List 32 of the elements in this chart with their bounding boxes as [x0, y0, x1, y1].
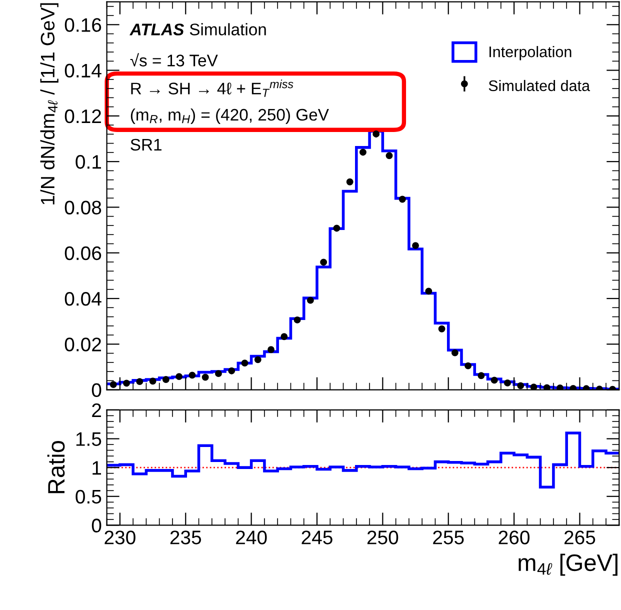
annotation: ATLAS Simulation	[130, 23, 266, 36]
y-tick-label: 0.02	[64, 338, 101, 352]
y-tick-label: 0.12	[64, 109, 101, 124]
y-tick-label: 0.04	[64, 292, 102, 306]
y-tick-label: 0.06	[64, 246, 102, 260]
y-axis-title: 1/N dN/dm$_{4ℓ}$ / [1/1 GeV]	[40, 3, 58, 204]
annotation: √s = 13 TeV	[130, 53, 218, 66]
y-tick-label: 0	[92, 383, 102, 398]
x-tick-label: 250	[367, 530, 398, 544]
x-tick-label: 240	[236, 530, 267, 544]
y-tick-label: 0.14	[64, 64, 102, 78]
y-tick-label: 1	[92, 461, 102, 475]
x-axis-title: m$_{4ℓ}$ [GeV]	[518, 554, 618, 576]
y-tick-label: 2	[92, 403, 101, 417]
y-tick-label: 0	[92, 518, 102, 532]
y-tick-label: 0.5	[76, 490, 102, 504]
x-tick-label: 230	[104, 530, 136, 544]
legend-label: Simulated data	[488, 80, 590, 92]
annotation: R → SH → 4ℓ + E$_{T}$$^{miss}$	[131, 80, 294, 97]
y-tick-label: 0.08	[64, 200, 102, 214]
x-tick-label: 235	[170, 530, 202, 544]
y-tick-label: 0.1	[76, 155, 102, 169]
x-tick-label: 245	[302, 530, 332, 544]
annotation: SR1	[130, 138, 162, 151]
y-tick-label: 0.16	[64, 18, 102, 32]
x-tick-label: 265	[564, 530, 596, 544]
x-tick-label: 255	[433, 530, 464, 544]
x-tick-label: 260	[498, 530, 530, 544]
y-tick-label: 1.5	[76, 432, 102, 446]
y-axis-title: Ratio	[47, 440, 65, 494]
annotation: (m$_{R}$, m$_{H}$) = (420, 250) GeV	[130, 108, 329, 124]
legend-label: Interpolation	[490, 46, 572, 60]
